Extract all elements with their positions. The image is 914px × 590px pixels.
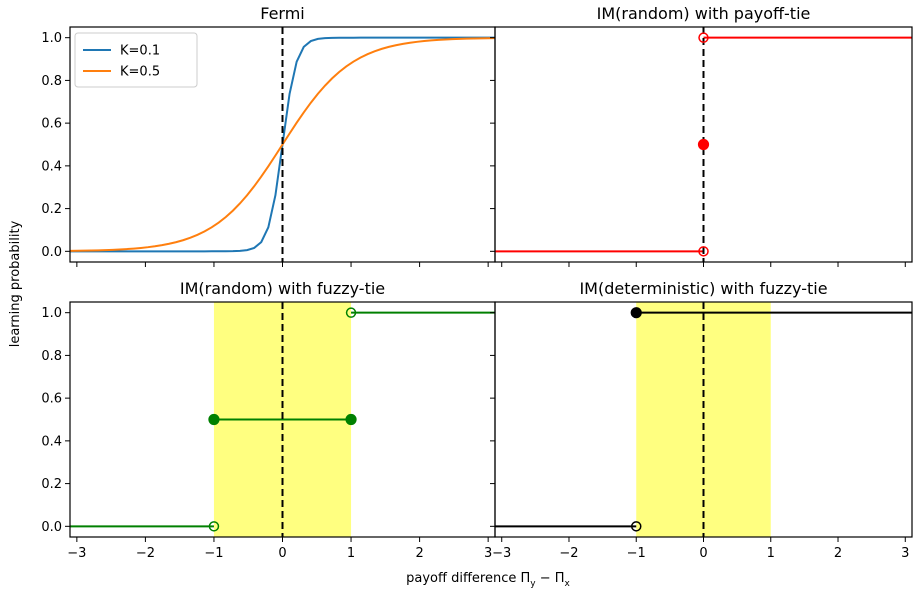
filled-point-0 xyxy=(630,307,642,319)
panel-3: −3 −2 −1 0 1 2 3 IM(deterministic) with fuzzy-t… xyxy=(490,279,913,561)
y-tick-label: 0.2 xyxy=(41,477,62,492)
panel-title: IM(random) with payoff-tie xyxy=(597,4,811,23)
plot-area xyxy=(495,302,912,537)
x-axis-label: payoff difference Πy − Πx xyxy=(406,571,570,589)
x-tick-label: 3 xyxy=(901,546,909,561)
x-axis-label-sub-x: x xyxy=(565,579,571,589)
open-point-0 xyxy=(630,521,642,532)
x-tick-label: 1 xyxy=(347,546,355,561)
legend-entry-1: K=0.5 xyxy=(120,65,160,80)
x-tick-label: 2 xyxy=(415,546,423,561)
x-tick-label: −2 xyxy=(136,546,155,561)
plot-area xyxy=(70,27,495,262)
x-tick-label: 2 xyxy=(834,546,842,561)
x-axis-label-main: payoff difference Π xyxy=(406,571,530,586)
y-tick-label: 0.4 xyxy=(41,434,62,449)
panel-0: 0.0 0.2 0.4 0.6 0.8 1.0 Fermi K=0.1 K=0.5 xyxy=(41,4,496,267)
x-tick-label: −1 xyxy=(627,546,646,561)
plot-area xyxy=(495,27,912,262)
filled-point-0 xyxy=(697,138,710,151)
x-tick-label: 3 xyxy=(484,546,492,561)
series-line-1 xyxy=(70,37,495,252)
x-tick-label: −3 xyxy=(492,546,511,561)
y-tick-label: 0.8 xyxy=(41,349,62,364)
filled-point-1 xyxy=(345,413,357,426)
legend-box xyxy=(74,32,198,88)
y-tick-label: 1.0 xyxy=(41,31,62,46)
legend-entry-0: K=0.1 xyxy=(120,44,160,59)
y-tick-label: 0.6 xyxy=(41,117,62,132)
x-tick-label: 1 xyxy=(767,546,775,561)
panel-title: Fermi xyxy=(260,4,305,23)
y-tick-label: 1.0 xyxy=(41,306,62,321)
x-tick-label: −1 xyxy=(204,546,223,561)
panel-2: −3 −2 −1 0 1 2 3 0.0 0.2 0.4 0.6 0.8 1.0 IM(random) w… xyxy=(41,279,496,561)
y-axis-label: learning probability xyxy=(8,220,23,347)
panel-1: IM(random) with payoff-tie xyxy=(490,4,913,267)
y-tick-label: 0.0 xyxy=(41,520,62,535)
legend: K=0.1 K=0.5 xyxy=(74,32,198,88)
y-tick-label: 0.4 xyxy=(41,159,62,174)
open-point-0 xyxy=(208,521,220,532)
y-tick-label: 0.0 xyxy=(41,245,62,260)
open-point-0 xyxy=(698,246,709,257)
x-axis-label-mid: − Π xyxy=(536,571,565,586)
x-tick-label: −2 xyxy=(559,546,578,561)
open-point-1 xyxy=(345,307,357,318)
panel-title: IM(random) with fuzzy-tie xyxy=(180,279,385,298)
x-tick-label: 0 xyxy=(699,546,707,561)
panel-title: IM(deterministic) with fuzzy-tie xyxy=(579,279,827,298)
plot-area xyxy=(70,302,495,537)
open-point-1 xyxy=(698,32,709,43)
x-tick-label: −3 xyxy=(67,546,86,561)
y-tick-label: 0.8 xyxy=(41,74,62,89)
y-tick-label: 0.6 xyxy=(41,392,62,407)
x-axis-label-sub-y: y xyxy=(530,579,536,589)
x-tick-label: 0 xyxy=(278,546,286,561)
filled-point-0 xyxy=(208,413,220,426)
y-tick-label: 0.2 xyxy=(41,202,62,217)
